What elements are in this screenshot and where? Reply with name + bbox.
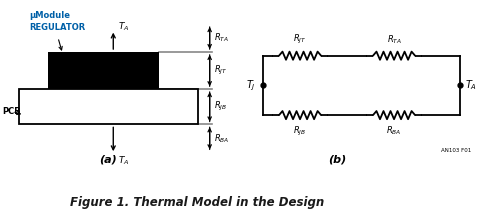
Text: $R_{TA}$: $R_{TA}$	[214, 32, 229, 44]
Text: $T_J$: $T_J$	[246, 78, 255, 93]
Text: $T_A$: $T_A$	[118, 21, 130, 33]
Text: $T_A$: $T_A$	[118, 154, 130, 167]
Text: PCB: PCB	[2, 107, 21, 116]
Text: AN103 F01: AN103 F01	[441, 148, 471, 153]
Text: $R_{BA}$: $R_{BA}$	[214, 132, 230, 145]
Text: REGULATOR: REGULATOR	[29, 23, 85, 32]
Text: $R_{TA}$: $R_{TA}$	[387, 34, 402, 46]
Text: (a): (a)	[100, 155, 117, 165]
Bar	[19, 89, 198, 124]
Text: $R_{JT}$: $R_{JT}$	[293, 33, 307, 46]
Text: μModule: μModule	[29, 11, 70, 20]
Text: $T_A$: $T_A$	[465, 78, 477, 92]
Text: (b): (b)	[328, 155, 347, 165]
Text: $R_{JT}$: $R_{JT}$	[214, 64, 228, 77]
Text: $R_{JB}$: $R_{JB}$	[214, 100, 228, 113]
Text: $R_{BA}$: $R_{BA}$	[386, 124, 402, 137]
Text: Figure 1. Thermal Model in the Design: Figure 1. Thermal Model in the Design	[70, 196, 325, 209]
Bar	[48, 52, 159, 89]
Text: $R_{JB}$: $R_{JB}$	[294, 124, 307, 138]
